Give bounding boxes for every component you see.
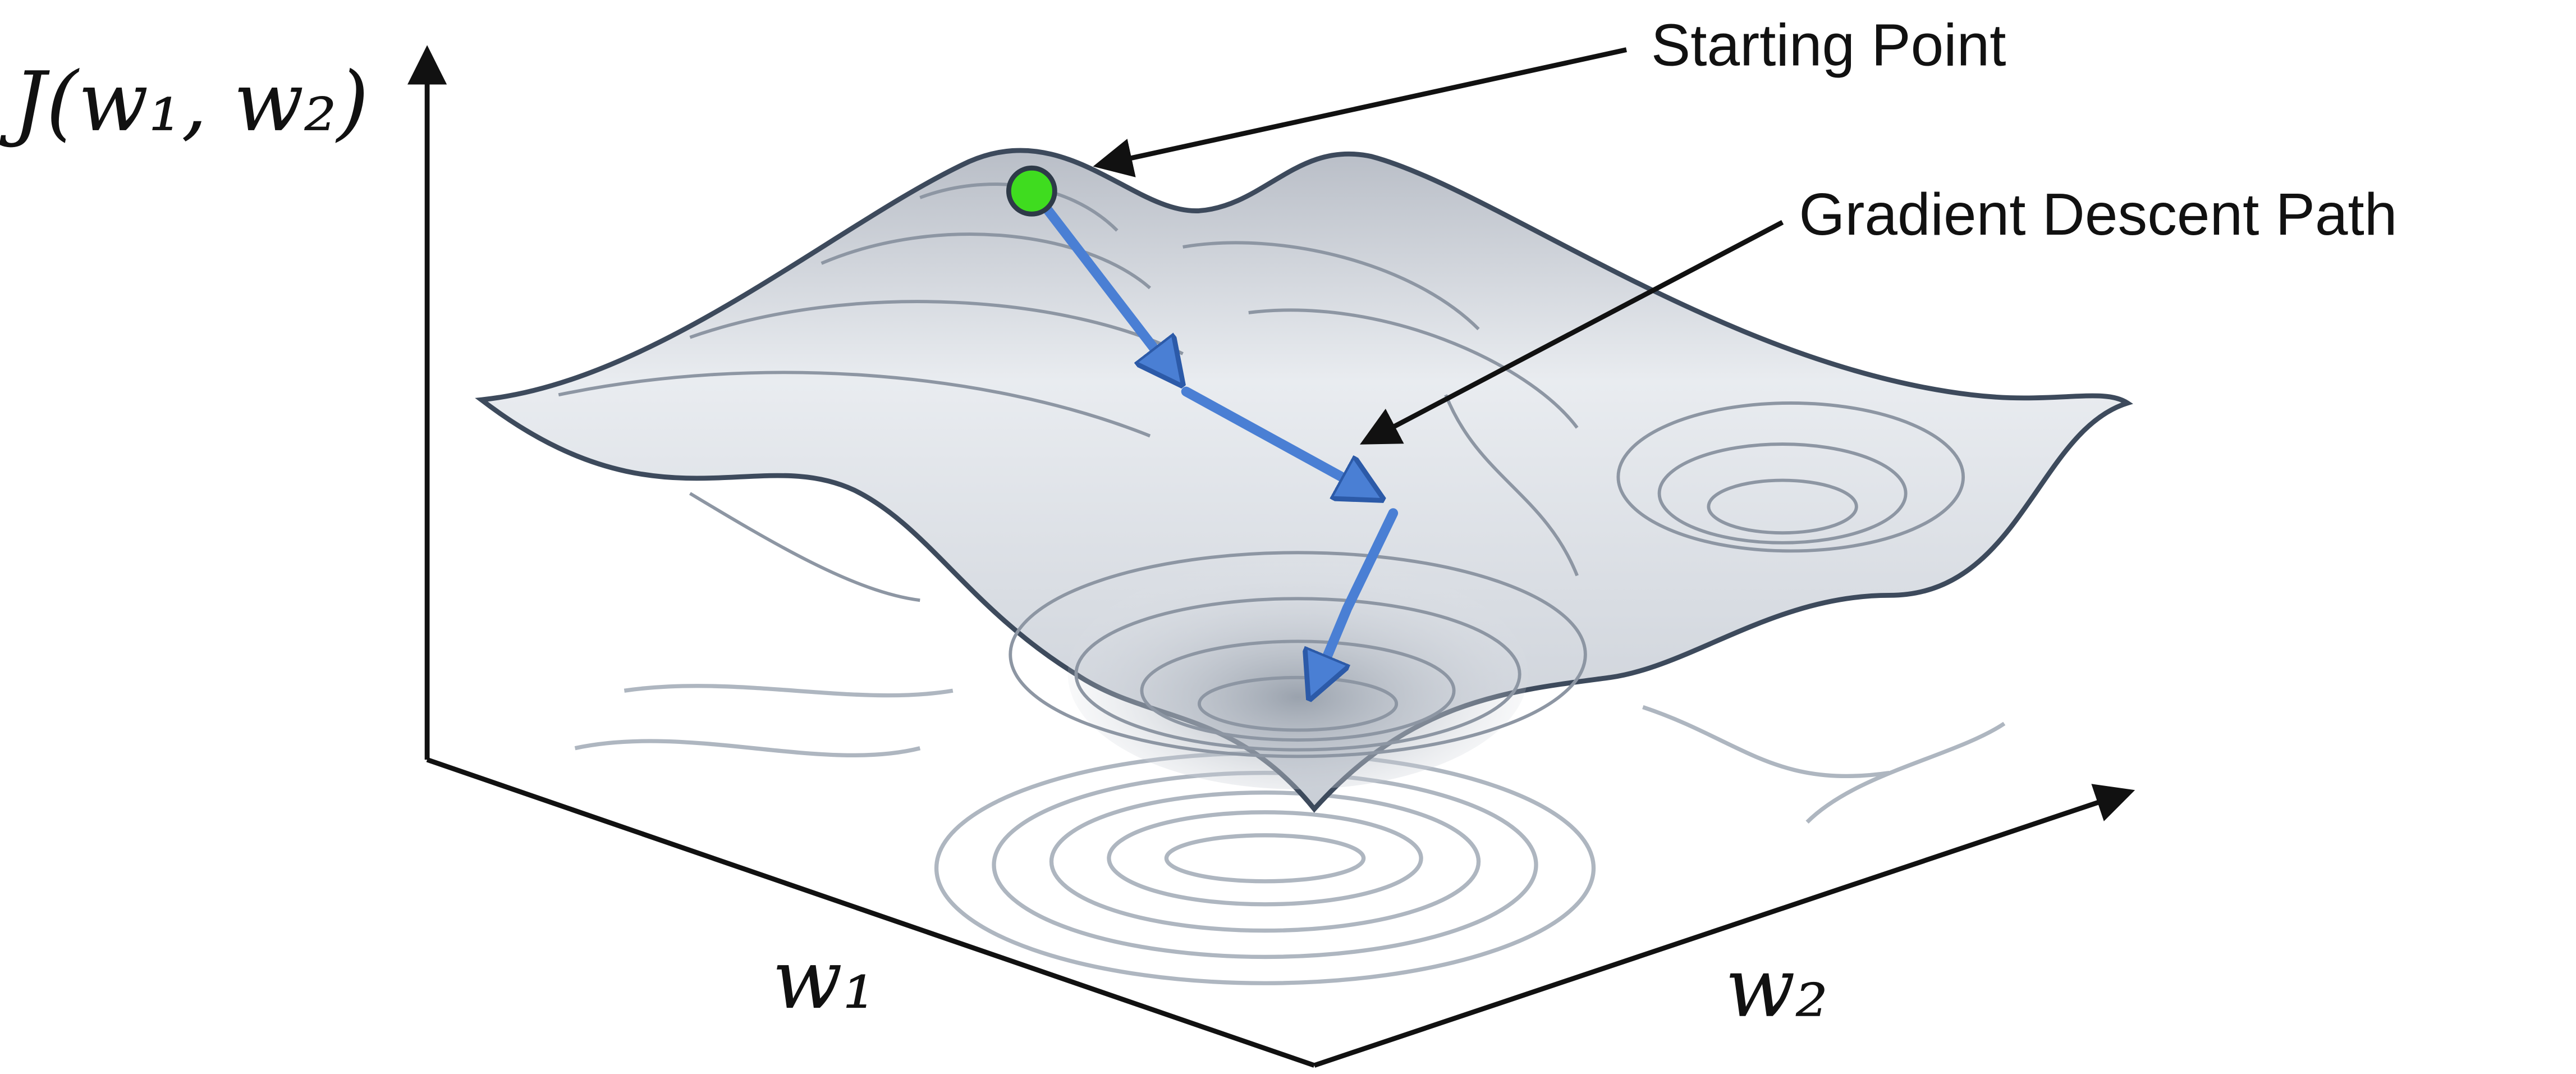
w1-axis-label: w₁ xyxy=(772,931,876,1027)
diagram: Starting Point Gradient Descent Path J(w… xyxy=(0,0,2576,1074)
w2-axis xyxy=(1314,793,2128,1066)
start-label: Starting Point xyxy=(1651,12,2006,78)
path-label: Gradient Descent Path xyxy=(1799,182,2397,248)
z-axis-label: J(w₁, w₂) xyxy=(0,54,369,150)
start-point xyxy=(1009,168,1055,214)
start-leader xyxy=(1101,50,1626,165)
w2-axis-label: w₂ xyxy=(1725,940,1828,1036)
